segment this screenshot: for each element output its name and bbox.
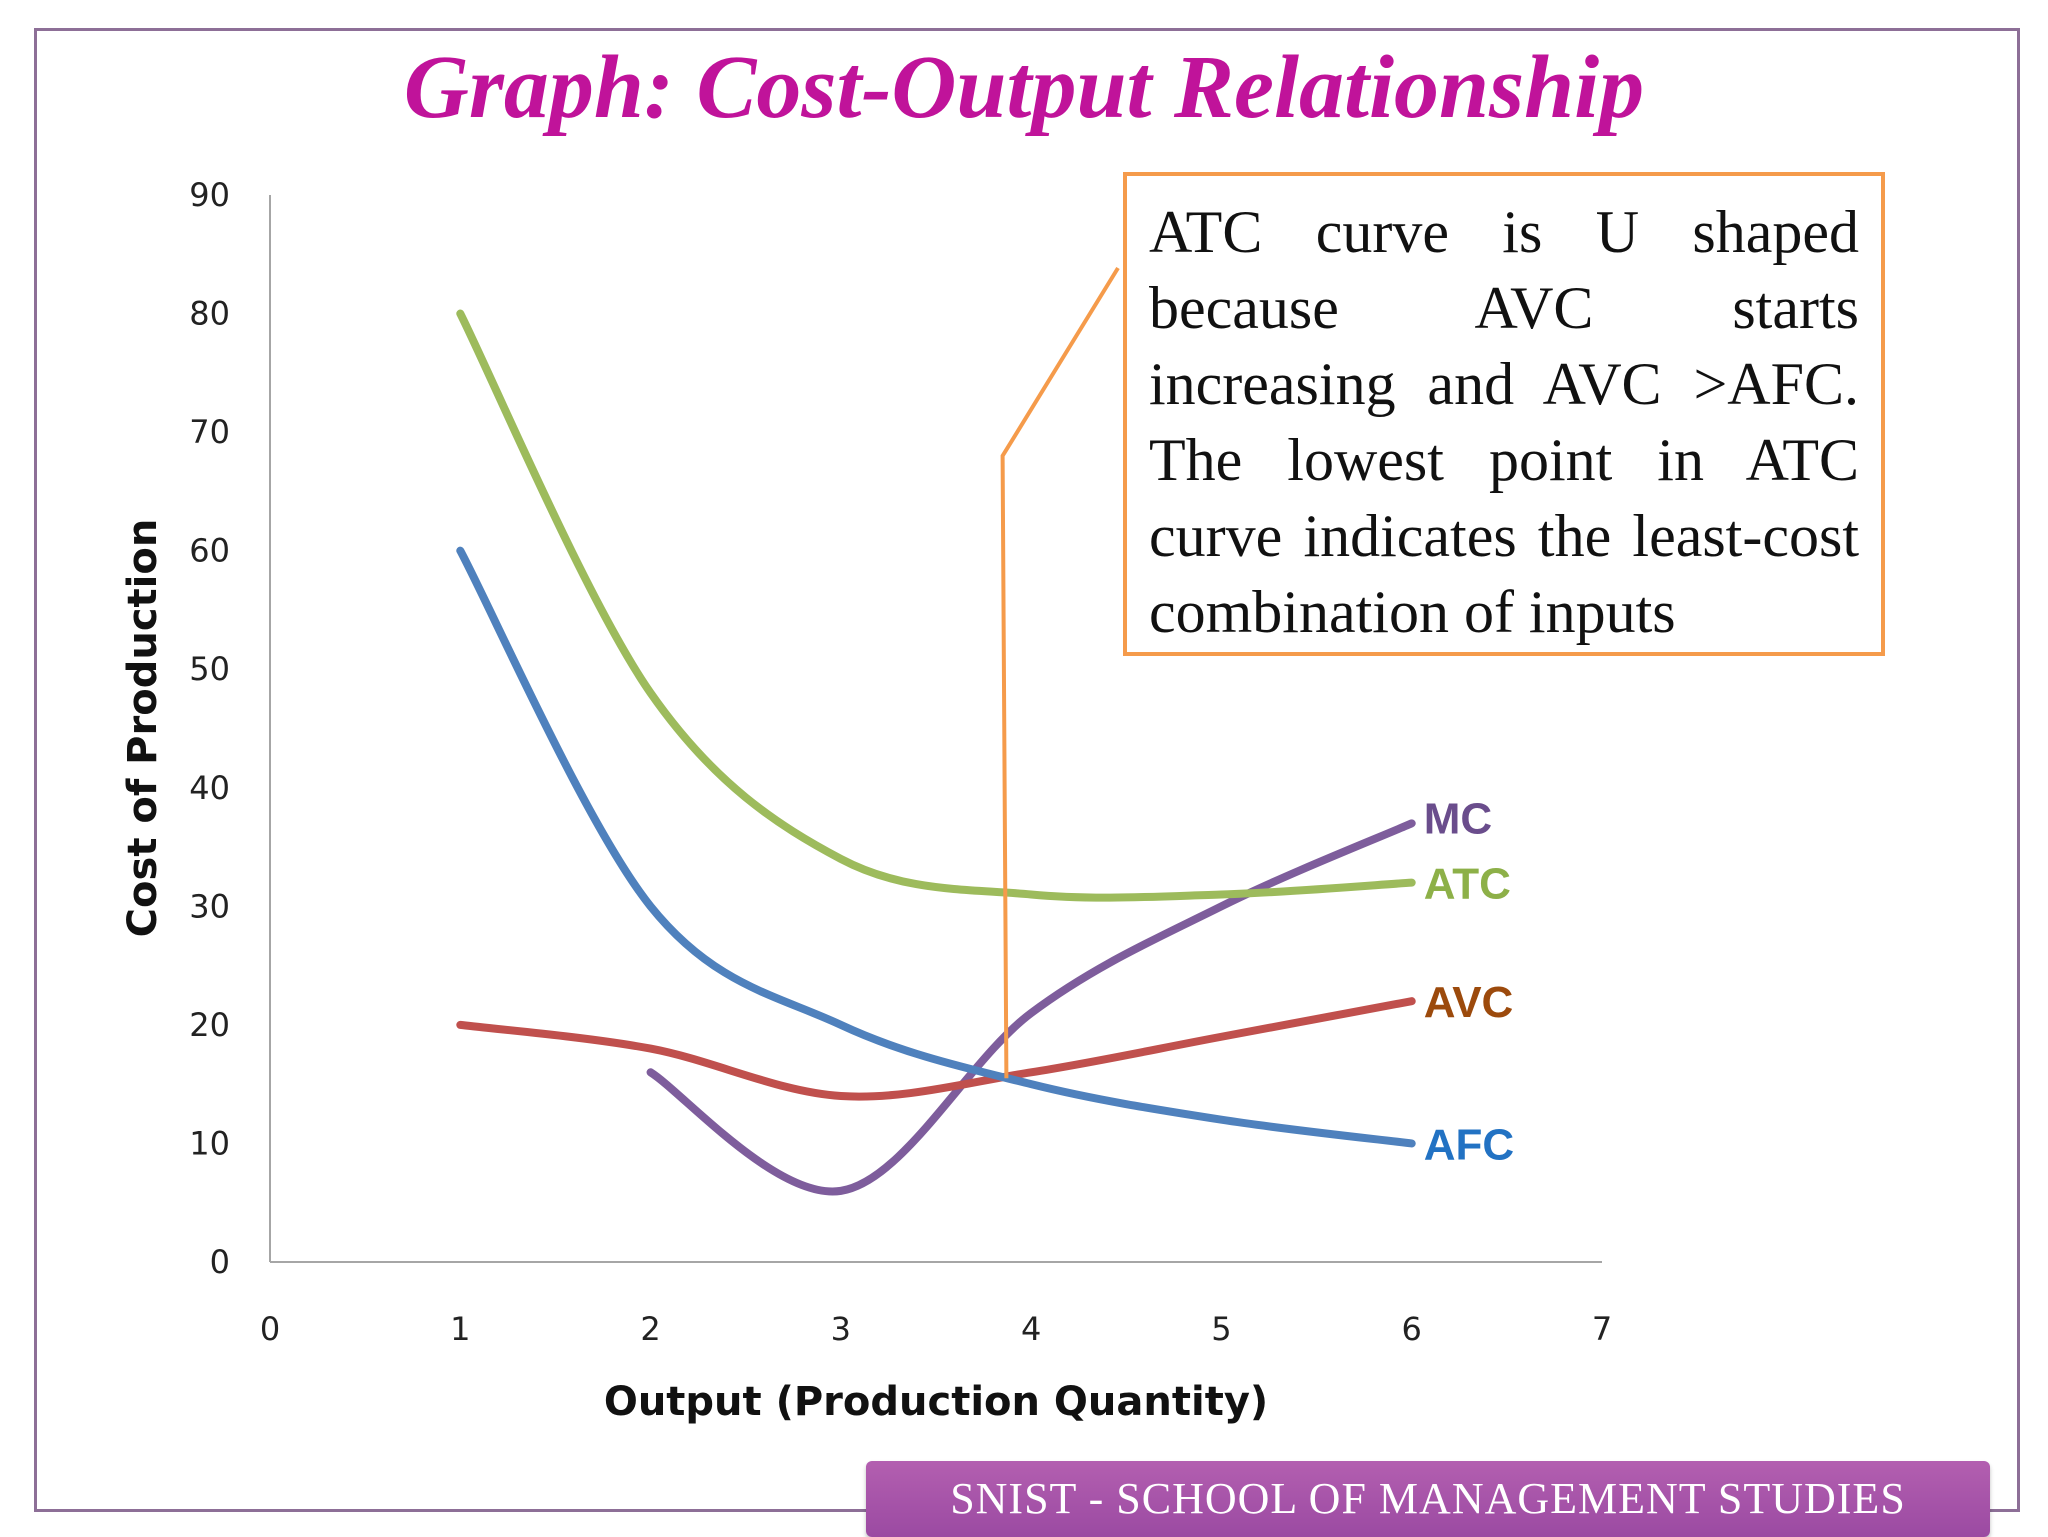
y-axis-title: Cost of Production <box>120 519 166 938</box>
avc-curve <box>456 997 1416 1101</box>
y-tick-label: 40 <box>189 769 230 807</box>
afc-series-label: AFC <box>1424 1120 1514 1169</box>
x-tick-label: 5 <box>1211 1310 1231 1348</box>
x-tick-label: 2 <box>640 1310 660 1348</box>
y-tick-label: 90 <box>189 176 230 214</box>
x-tick-label: 6 <box>1402 1310 1422 1348</box>
footer-banner: SNIST - SCHOOL OF MANAGEMENT STUDIES <box>866 1461 1990 1537</box>
x-tick-label: 4 <box>1021 1310 1041 1348</box>
y-tick-label: 30 <box>189 887 230 925</box>
y-tick-label: 60 <box>189 532 230 570</box>
callout-pointer-line <box>1000 266 1120 1079</box>
callout-note: ATC curve is U shaped because AVC starts… <box>1123 172 1885 656</box>
y-tick-label: 10 <box>189 1124 230 1162</box>
afc-curve <box>456 546 1416 1148</box>
y-tick-label: 0 <box>210 1243 230 1281</box>
x-tick-label: 0 <box>260 1310 280 1348</box>
x-tick-label: 3 <box>831 1310 851 1348</box>
avc-series-label: AVC <box>1424 978 1514 1027</box>
x-axis-title: Output (Production Quantity) <box>604 1379 1268 1425</box>
x-tick-label: 7 <box>1592 1310 1612 1348</box>
x-tick-label: 1 <box>450 1310 470 1348</box>
mc-curve <box>646 819 1416 1196</box>
mc-series-label: MC <box>1424 794 1492 843</box>
atc-curve <box>456 309 1416 902</box>
y-tick-label: 70 <box>189 413 230 451</box>
atc-series-label: ATC <box>1424 860 1511 909</box>
series-lines <box>456 309 1416 1196</box>
y-tick-label: 80 <box>189 295 230 333</box>
y-tick-label: 50 <box>189 650 230 688</box>
slide-title: Graph: Cost-Output Relationship <box>403 38 1645 137</box>
callout-pointer <box>1000 266 1120 1079</box>
y-tick-label: 20 <box>189 1006 230 1044</box>
series-labels: MC ATC AVC AFC <box>1424 794 1514 1169</box>
axes <box>269 195 1602 1263</box>
